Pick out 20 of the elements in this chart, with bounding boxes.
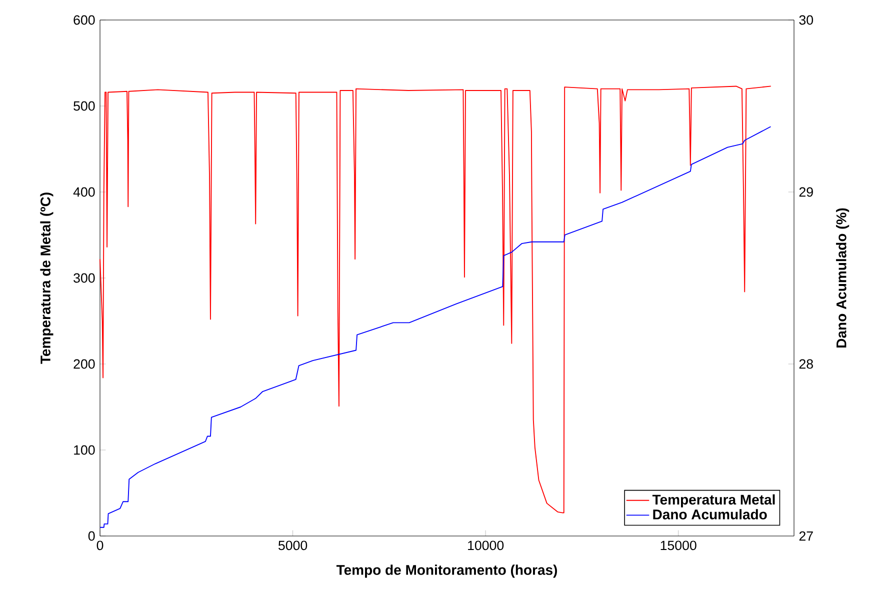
x-tick-label: 0 (96, 540, 104, 550)
y2-tick-label: 30 (799, 15, 814, 25)
y-tick-label: 200 (74, 359, 95, 369)
legend-label: Dano Acumulado (653, 509, 767, 520)
y-tick-label: 500 (74, 101, 95, 111)
y-tick-label: 0 (88, 531, 95, 541)
y-tick-label: 300 (74, 273, 95, 283)
x-axis-title: Tempo de Monitoramento (horas) (336, 564, 557, 578)
y-tick-label: 100 (74, 445, 95, 455)
y2-tick-label: 29 (799, 187, 813, 197)
y-tick-label: 600 (74, 15, 95, 25)
legend-label: Temperatura Metal (652, 494, 775, 508)
x-tick-label: 10000 (468, 540, 504, 550)
y-axis-title: Temperatura de Metal (ºC) (40, 192, 54, 364)
y2-tick-label: 27 (799, 531, 813, 541)
x-tick-label: 5000 (278, 540, 308, 550)
y-tick-label: 400 (73, 187, 95, 197)
y2-tick-label: 28 (799, 359, 813, 369)
y2-axis-title: Dano Acumulado (%) (836, 208, 850, 348)
x-tick-label: 15000 (660, 540, 696, 550)
